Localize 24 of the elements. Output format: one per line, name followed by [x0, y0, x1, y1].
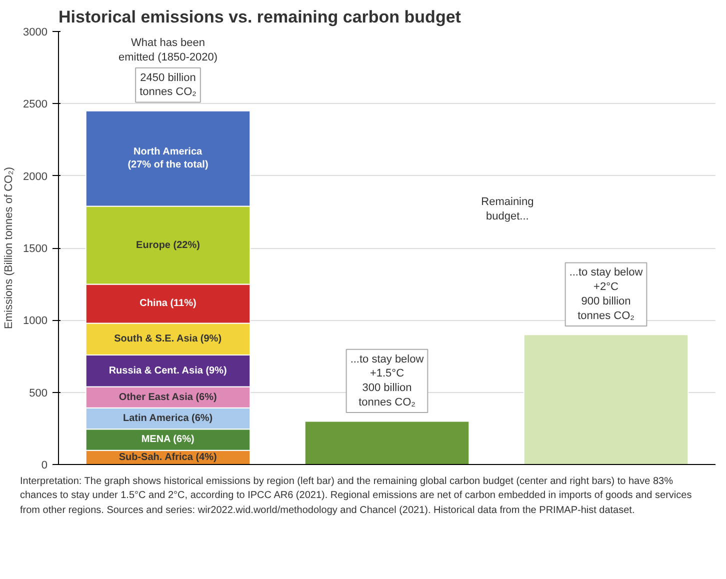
chart-title: Historical emissions vs. remaining carbon budget — [58, 8, 462, 26]
annotation: Remaining budget... — [481, 196, 534, 222]
y-tick-label: 2500 — [23, 98, 48, 111]
series-label: South & S.E. Asia (9%) — [114, 334, 222, 345]
series-label: MENA (6%) — [141, 434, 194, 446]
series-label: Latin America (6%) — [122, 413, 213, 424]
y-tick-label: 3000 — [23, 26, 48, 38]
y-tick-label: 0 — [41, 460, 48, 472]
y-tick-label: 1500 — [23, 243, 48, 255]
annotation: 2450 billion tonnes CO₂ — [140, 72, 196, 98]
series-label: Europe (22%) — [136, 240, 200, 251]
y-axis-title: Emissions (Billion tonnes of CO₂) — [3, 166, 16, 329]
series-label: China (11%) — [140, 298, 196, 310]
text: Interpretation: The graph shows historical emissions by region (left bar) and the remaining global carbon budget (center and right bars) to have 83% chances to stay under 1.5°C and 2°C, according to IPCC AR6 (2021). Regional emissions are net of carbon embedded in imports of goods and services from other regions. Sources and series: wir2022.wid.world/methodology and Chancel (2021). Historical data from the PRIMAP-hist dataset. — [20, 475, 693, 518]
annotation: What has been emitted (1850-2020) — [118, 37, 218, 64]
series-label: Russia & Cent. Asia (9%) — [108, 365, 227, 376]
annotation: ...to stay below +2°C 900 billion tonnes CO₂ — [569, 266, 643, 322]
y-tick-label: 500 — [29, 387, 48, 400]
series-label: North America (27% of the total) — [128, 146, 208, 171]
y-tick-label: 2000 — [23, 170, 48, 183]
series-label: Sub-Sah. Africa (4%) — [118, 452, 217, 463]
y-tick-label: 1000 — [23, 315, 48, 328]
annotation: ...to stay below +1.5°C 300 billion tonnes CO₂ — [350, 353, 424, 409]
series-label: Other East Asia (6%) — [118, 392, 217, 403]
